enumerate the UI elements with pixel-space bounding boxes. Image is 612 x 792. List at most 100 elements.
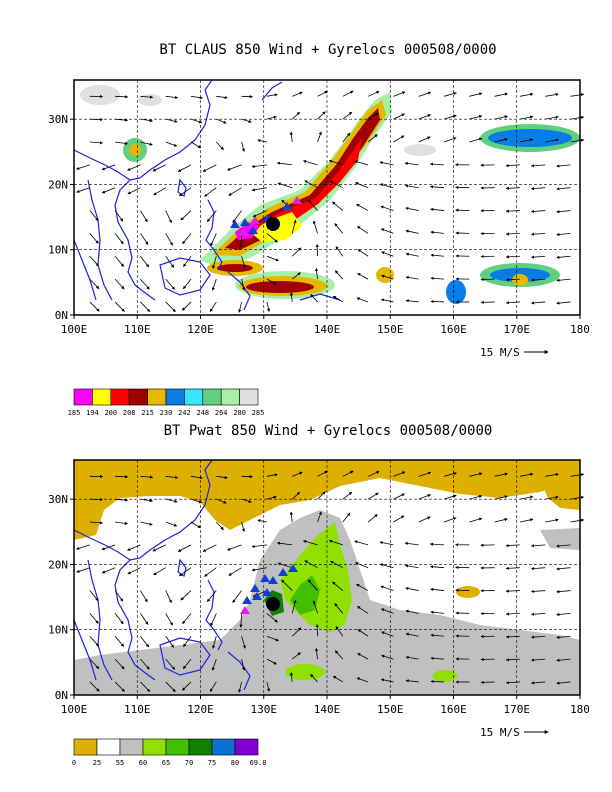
wind-vector (312, 220, 318, 234)
wind-vector (140, 681, 151, 693)
wind-vector (334, 223, 344, 234)
x-tick-label: 170E (504, 703, 531, 716)
wind-vector (429, 185, 445, 189)
wind-vector (292, 91, 303, 97)
wind-vector (216, 118, 227, 124)
wind-vector (165, 95, 179, 100)
wind-vector (115, 498, 129, 502)
y-tick-label: 10N (48, 624, 68, 637)
wind-vector (530, 612, 546, 616)
wind-vector (380, 608, 394, 614)
wind-vector (405, 206, 419, 211)
x-tick-label: 150E (377, 703, 404, 716)
wind-vector (381, 631, 394, 637)
wind-vector (302, 159, 318, 166)
wind-vector (430, 610, 445, 614)
colorbar-label: 70 (185, 759, 193, 767)
wind-vector (519, 92, 534, 97)
wind-vector (519, 472, 534, 477)
wind-vector (357, 606, 369, 614)
colorbar: 0 25 55 60 65 70 75 80 69.8 (72, 738, 266, 767)
wind-vector (405, 609, 419, 614)
wind-vector (556, 187, 571, 191)
wind-vector (182, 613, 192, 625)
wind-vector (519, 138, 534, 143)
wind-vector (239, 613, 243, 628)
wind-vector (190, 521, 202, 529)
wind-vector (114, 681, 125, 692)
wind-vector (505, 163, 520, 168)
wind-vector (505, 612, 520, 616)
wind-vector (165, 256, 175, 268)
wind-vector (505, 681, 520, 685)
wind-vector (140, 521, 153, 526)
wind-vector (76, 187, 90, 193)
wind-vector (429, 565, 445, 569)
wind-vector (190, 118, 203, 124)
wind-vector (241, 279, 246, 291)
wind-vector (216, 95, 228, 100)
wind-vector (430, 207, 445, 212)
wind-vector (178, 567, 192, 577)
wind-vector (379, 161, 394, 166)
wind-vector (556, 278, 571, 282)
wind-vector (241, 636, 246, 649)
wind-vector (405, 632, 419, 637)
wind-vector (430, 253, 445, 257)
wind-vector (357, 629, 369, 637)
wind-vector (307, 199, 318, 211)
wind-vector (180, 590, 192, 601)
wind-vector (181, 301, 192, 311)
wind-vector (356, 297, 369, 303)
wind-vector (216, 498, 227, 504)
wind-vector (165, 301, 176, 313)
wind-vector (494, 137, 508, 143)
wind-vector (505, 658, 520, 662)
wind-vector (114, 301, 125, 312)
wind-vector (570, 473, 585, 477)
wind-vector (393, 135, 405, 143)
wind-vector (212, 636, 217, 649)
wind-vector (302, 539, 318, 546)
wind-vector (418, 471, 432, 477)
wind-vector (317, 111, 326, 120)
wind-vector (314, 647, 319, 660)
wind-vector (530, 186, 546, 191)
wind-vector (342, 90, 354, 97)
wind-vector (76, 567, 90, 573)
wind-vector (556, 567, 571, 571)
wind-vector (505, 186, 520, 190)
wind-vector (209, 681, 217, 693)
wind-vector (354, 540, 369, 546)
wind-vector (317, 511, 322, 523)
wind-vector (317, 131, 322, 143)
wind-vector (354, 562, 369, 569)
wind-vector (367, 91, 380, 97)
x-tick-label: 180 (570, 323, 590, 336)
wind-vector (228, 187, 242, 196)
colorbar-swatch (234, 738, 259, 756)
wind-vector (404, 564, 419, 569)
colorbar-label: 75 (208, 759, 216, 767)
wind-vector (381, 274, 394, 280)
wind-vector (469, 472, 483, 477)
wind-vector (89, 590, 99, 602)
colorbar-label: 215 (141, 409, 154, 417)
wind-vector (332, 581, 344, 591)
colorbar-label: 60 (139, 759, 147, 767)
wind-vector (153, 187, 166, 196)
colorbar-label: 25 (93, 759, 101, 767)
wind-vector (443, 472, 457, 477)
wind-vector (530, 635, 546, 639)
wind-vector (251, 544, 267, 548)
wind-vector (165, 521, 178, 527)
wind-vector (165, 233, 173, 246)
wind-vector (393, 113, 405, 120)
y-tick-label: 30N (48, 493, 68, 506)
wind-vector (332, 295, 344, 303)
wind-vector (241, 256, 246, 269)
colorbar-swatch (96, 738, 121, 756)
axis-ticks: 100E 110E 120E 130E 140E 150E 160E 170E 180 0N 10N… (48, 493, 590, 716)
wind-vector (216, 141, 224, 151)
